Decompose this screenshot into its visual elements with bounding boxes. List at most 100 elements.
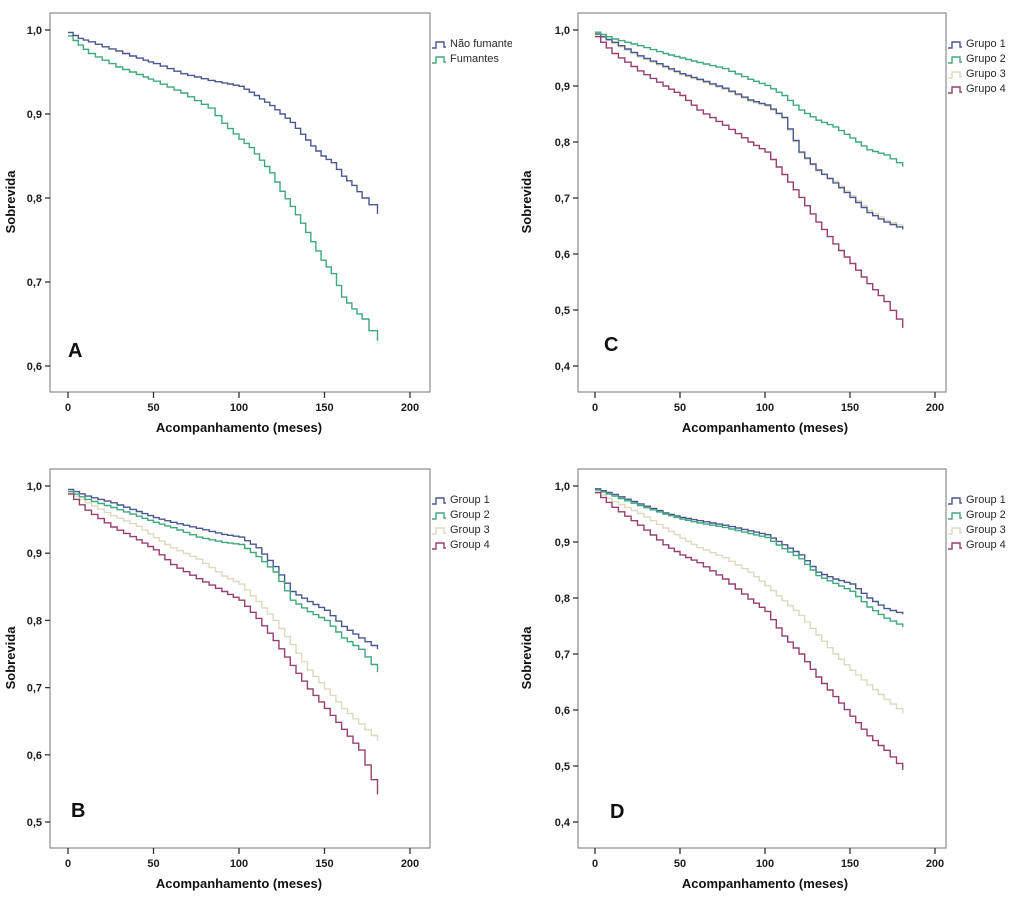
legend-label-group-3: Group 3 [450,524,490,536]
survival-curve-fumantes [68,35,379,341]
legend-label-group-3: Group 3 [966,524,1006,536]
y-tick-label: 0,9 [27,548,42,560]
x-axis-title: Acompanhamento (meses) [156,420,322,435]
y-tick-label: 1,0 [555,25,570,37]
survival-curve-group-4 [68,493,379,795]
panel-letter: C [604,334,618,356]
x-tick-label: 50 [147,858,159,870]
legend-label-group-4: Group 4 [450,539,490,551]
y-tick-label: 1,0 [555,481,570,493]
x-tick-label: 100 [230,402,248,414]
legend-swatch-group-1 [432,497,446,505]
x-tick-label: 50 [674,858,686,870]
survival-curve-group-2 [68,490,379,673]
plot-frame [577,468,947,849]
survival-chart-b: 1,0 0,9 0,8 0,7 0,6 0,5 0 50 100 150 200 Sobrevida A… [3,468,490,891]
x-tick-label: 150 [841,402,859,414]
legend-label-group-2: Group 2 [966,509,1006,521]
y-tick-label: 0,7 [27,277,42,289]
legend-swatch-group-2 [432,512,446,520]
survival-chart-c: 1,0 0,9 0,8 0,7 0,6 0,5 0,4 0 50 100 150 200 Sobrevi… [519,12,1006,435]
y-tick-label: 0,7 [27,683,42,695]
legend-swatch-grupo-2 [948,56,962,64]
panel-c: 1,0 0,9 0,8 0,7 0,6 0,5 0,4 0 50 100 150 200 Sobrevi… [512,0,1024,456]
y-tick-label: 0,9 [555,537,570,549]
legend-label-nao-fumantes: Não fumantes [450,38,512,50]
survival-curve-group-3 [595,490,904,714]
survival-curve-group-4 [595,492,904,770]
x-tick-label: 50 [147,402,159,414]
panel-d: 1,0 0,9 0,8 0,7 0,6 0,5 0,4 0 50 100 150 200 Sobrevi… [512,456,1024,912]
y-tick-label: 0,8 [555,593,570,605]
y-axis-title: Sobrevida [519,626,534,690]
y-tick-label: 1,0 [27,481,42,493]
x-tick-label: 0 [65,402,71,414]
legend-swatch-grupo-4 [948,86,962,94]
plot-frame [49,468,431,849]
legend-swatch-group-1 [948,497,962,505]
survival-curve-grupo-4 [595,36,904,328]
legend-label-group-1: Group 1 [966,494,1006,506]
y-tick-label: 0,9 [27,109,42,121]
x-tick-label: 150 [315,402,333,414]
y-tick-label: 0,8 [555,137,570,149]
legend-swatch-nao-fumantes [432,41,446,49]
legend-swatch-group-3 [432,527,446,535]
survival-curve-group-1 [595,488,904,615]
x-tick-label: 100 [230,858,248,870]
y-tick-label: 0,4 [555,361,571,373]
y-axis-title: Sobrevida [519,170,534,234]
plot-frame [49,12,431,393]
legend-label-grupo-2: Grupo 2 [966,53,1006,65]
survival-curve-grupo-3 [595,34,904,228]
x-tick-label: 200 [401,858,419,870]
legend-label-group-4: Group 4 [966,539,1006,551]
y-tick-label: 0,8 [27,615,42,627]
x-tick-label: 0 [592,858,598,870]
y-tick-label: 0,5 [555,761,570,773]
y-tick-label: 0,5 [555,305,570,317]
legend-swatch-grupo-3 [948,71,962,79]
legend-label-group-1: Group 1 [450,494,490,506]
survival-curve-nao-fumantes [68,31,379,214]
x-tick-label: 100 [756,402,774,414]
x-tick-label: 200 [926,402,944,414]
legend-label-group-2: Group 2 [450,509,490,521]
x-tick-label: 150 [841,858,859,870]
legend-label-grupo-1: Grupo 1 [966,38,1006,50]
legend-label-grupo-4: Grupo 4 [966,83,1006,95]
y-tick-label: 0,6 [27,361,42,373]
y-tick-label: 0,7 [555,649,570,661]
survival-curve-group-2 [595,489,904,628]
y-axis-title: Sobrevida [3,170,18,234]
panel-b: 1,0 0,9 0,8 0,7 0,6 0,5 0 50 100 150 200 Sobrevida A… [0,456,512,912]
x-axis-title: Acompanhamento (meses) [156,876,322,891]
survival-curve-group-1 [68,488,379,650]
legend-label-fumantes: Fumantes [450,53,499,65]
x-tick-label: 100 [756,858,774,870]
legend-label-grupo-3: Grupo 3 [966,68,1006,80]
x-tick-label: 200 [926,858,944,870]
legend-swatch-fumantes [432,56,446,64]
legend-swatch-group-4 [948,542,962,550]
x-tick-label: 0 [592,402,598,414]
survival-curve-group-3 [68,492,379,742]
y-tick-label: 0,6 [27,750,42,762]
x-tick-label: 50 [674,402,686,414]
panel-letter: B [71,800,85,822]
y-tick-label: 0,8 [27,193,42,205]
y-tick-label: 0,5 [27,817,42,829]
y-tick-label: 1,0 [27,25,42,37]
survival-chart-d: 1,0 0,9 0,8 0,7 0,6 0,5 0,4 0 50 100 150 200 Sobrevi… [519,468,1006,891]
legend-swatch-group-2 [948,512,962,520]
survival-curve-grupo-1 [595,33,904,230]
y-tick-label: 0,7 [555,193,570,205]
y-tick-label: 0,6 [555,705,570,717]
panel-letter: A [68,340,82,362]
legend-swatch-group-4 [432,542,446,550]
x-axis-title: Acompanhamento (meses) [682,876,848,891]
y-tick-label: 0,9 [555,81,570,93]
survival-chart-a: 1,0 0,9 0,8 0,7 0,6 0 50 100 150 200 Sobrevida Acom… [3,12,512,435]
legend-swatch-grupo-1 [948,41,962,49]
